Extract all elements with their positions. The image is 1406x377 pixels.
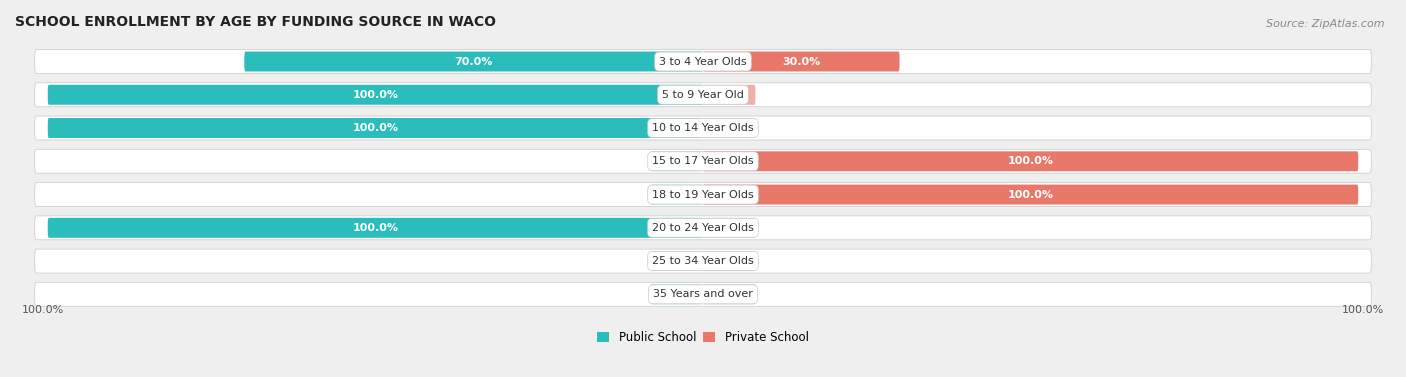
FancyBboxPatch shape	[35, 149, 1371, 173]
Text: 0.0%: 0.0%	[664, 289, 690, 299]
FancyBboxPatch shape	[48, 85, 703, 105]
FancyBboxPatch shape	[35, 182, 1371, 207]
Text: 70.0%: 70.0%	[454, 57, 494, 66]
Text: 100.0%: 100.0%	[1343, 305, 1385, 315]
Text: 100.0%: 100.0%	[353, 123, 398, 133]
Text: 0.0%: 0.0%	[716, 289, 742, 299]
Text: SCHOOL ENROLLMENT BY AGE BY FUNDING SOURCE IN WACO: SCHOOL ENROLLMENT BY AGE BY FUNDING SOUR…	[15, 15, 496, 29]
Text: 5 to 9 Year Old: 5 to 9 Year Old	[662, 90, 744, 100]
Text: 0.0%: 0.0%	[716, 90, 742, 100]
FancyBboxPatch shape	[48, 218, 703, 238]
Text: 0.0%: 0.0%	[716, 123, 742, 133]
FancyBboxPatch shape	[35, 249, 1371, 273]
Text: 0.0%: 0.0%	[716, 256, 742, 266]
FancyBboxPatch shape	[245, 52, 703, 72]
FancyBboxPatch shape	[35, 116, 1371, 140]
FancyBboxPatch shape	[35, 216, 1371, 240]
Text: 20 to 24 Year Olds: 20 to 24 Year Olds	[652, 223, 754, 233]
FancyBboxPatch shape	[35, 49, 1371, 74]
Text: 100.0%: 100.0%	[1008, 190, 1053, 199]
FancyBboxPatch shape	[703, 118, 755, 138]
Text: 10 to 14 Year Olds: 10 to 14 Year Olds	[652, 123, 754, 133]
FancyBboxPatch shape	[703, 218, 755, 238]
Text: 0.0%: 0.0%	[664, 156, 690, 166]
Text: 3 to 4 Year Olds: 3 to 4 Year Olds	[659, 57, 747, 66]
Text: 25 to 34 Year Olds: 25 to 34 Year Olds	[652, 256, 754, 266]
Text: 100.0%: 100.0%	[353, 223, 398, 233]
Text: 100.0%: 100.0%	[1008, 156, 1053, 166]
Text: 30.0%: 30.0%	[782, 57, 821, 66]
FancyBboxPatch shape	[703, 185, 1358, 205]
Text: 0.0%: 0.0%	[716, 223, 742, 233]
Text: 18 to 19 Year Olds: 18 to 19 Year Olds	[652, 190, 754, 199]
FancyBboxPatch shape	[651, 185, 703, 205]
FancyBboxPatch shape	[703, 284, 755, 304]
FancyBboxPatch shape	[35, 282, 1371, 306]
FancyBboxPatch shape	[651, 284, 703, 304]
Text: 0.0%: 0.0%	[664, 190, 690, 199]
Text: 35 Years and over: 35 Years and over	[652, 289, 754, 299]
Text: Source: ZipAtlas.com: Source: ZipAtlas.com	[1267, 19, 1385, 29]
FancyBboxPatch shape	[651, 151, 703, 171]
FancyBboxPatch shape	[651, 251, 703, 271]
Text: 100.0%: 100.0%	[21, 305, 63, 315]
FancyBboxPatch shape	[703, 85, 755, 105]
Text: 0.0%: 0.0%	[664, 256, 690, 266]
FancyBboxPatch shape	[35, 83, 1371, 107]
FancyBboxPatch shape	[703, 52, 900, 72]
FancyBboxPatch shape	[703, 251, 755, 271]
FancyBboxPatch shape	[48, 118, 703, 138]
Text: 15 to 17 Year Olds: 15 to 17 Year Olds	[652, 156, 754, 166]
Text: 100.0%: 100.0%	[353, 90, 398, 100]
Legend: Public School, Private School: Public School, Private School	[593, 326, 813, 349]
FancyBboxPatch shape	[703, 151, 1358, 171]
